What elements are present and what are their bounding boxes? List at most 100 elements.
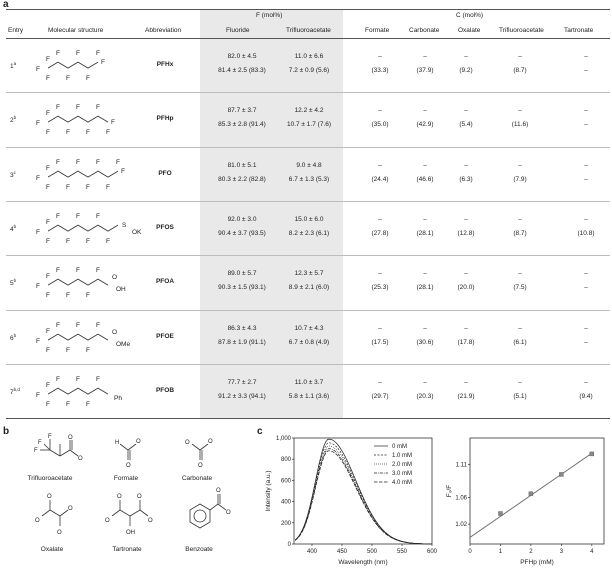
fluorine-atom: F bbox=[96, 104, 100, 111]
oxalate-o2-text: O bbox=[47, 494, 52, 500]
legend-label: 0 mM bbox=[392, 444, 407, 450]
fluorine-atom: F bbox=[46, 401, 50, 408]
fluorine-atom: F bbox=[106, 184, 110, 191]
abbreviation-cell: PFOB bbox=[155, 386, 175, 394]
row-divider bbox=[6, 92, 610, 94]
c-value-1: – bbox=[423, 53, 427, 61]
fluorine-atom: F bbox=[66, 184, 70, 191]
c-value-1: – bbox=[464, 270, 468, 278]
oxalate-o1-text: O bbox=[35, 518, 40, 524]
fluoride-value-2: 90.3 ± 1.5 (93.1) bbox=[218, 284, 266, 292]
c-value-1: – bbox=[378, 161, 382, 169]
tartronate-o1-text: O bbox=[105, 518, 110, 524]
carbon-chain bbox=[47, 115, 109, 123]
panel-label-b: b bbox=[3, 426, 10, 437]
data-point bbox=[498, 511, 503, 516]
fluoride-value-2: 87.8 ± 1.9 (91.1) bbox=[218, 338, 266, 346]
fluorine-atom: F bbox=[86, 129, 90, 136]
c-value-2: (42.9) bbox=[416, 121, 434, 129]
c-value-1: – bbox=[464, 216, 468, 224]
c-value-1: – bbox=[464, 107, 468, 115]
fluorine-atom: F bbox=[86, 347, 90, 354]
f-trifluoroacetate-value-2: 7.2 ± 0.9 (5.6) bbox=[288, 67, 330, 75]
c-value-1: – bbox=[518, 378, 522, 386]
formate-h-text: H bbox=[115, 440, 119, 446]
c-value-2: – bbox=[584, 175, 588, 183]
fluorine-atom: F bbox=[86, 75, 90, 82]
fluoride-column-shading bbox=[200, 9, 343, 418]
benzoate-structure bbox=[189, 494, 227, 529]
label-carbonate: Carbonate bbox=[181, 475, 213, 482]
fluoride-value-2: 81.4 ± 2.5 (83.3) bbox=[218, 67, 266, 75]
c-value-2: (27.8) bbox=[371, 230, 389, 238]
y-tick-label: 1.11 bbox=[456, 463, 468, 469]
fluorine-atom: F bbox=[46, 75, 50, 82]
c-value-1: – bbox=[584, 53, 588, 61]
c-value-1: – bbox=[464, 378, 468, 386]
fluorine-atom: F bbox=[36, 392, 40, 399]
benzoate-o2-text: O bbox=[226, 510, 231, 516]
formate-o-text: O bbox=[136, 439, 141, 445]
fluorine-atom: F bbox=[66, 292, 70, 299]
header-c-trifluoroacetate: Trifluoroacetate bbox=[499, 27, 544, 34]
c-value-2: (17.8) bbox=[457, 338, 475, 346]
f-trifluoroacetate-value-2: 8.2 ± 2.3 (6.1) bbox=[288, 230, 330, 238]
fluorine-atom: F bbox=[96, 213, 100, 220]
fluorine-atom: F bbox=[66, 347, 70, 354]
tartronate-structure bbox=[111, 500, 149, 526]
abbreviation-cell: PFOA bbox=[155, 278, 175, 286]
fluorine-atom: F bbox=[96, 50, 100, 57]
formate-structure bbox=[119, 443, 137, 460]
x-tick-label: 400 bbox=[307, 549, 318, 555]
phenyl-label: Ph bbox=[114, 395, 122, 402]
f-trifluoroacetate-value-1: 11.0 ± 3.7 bbox=[294, 378, 324, 386]
row-divider bbox=[6, 363, 610, 365]
spectrum-line bbox=[294, 445, 432, 545]
fluoride-value-2: 85.3 ± 2.8 (91.4) bbox=[218, 121, 266, 129]
terminal-fluorine: F bbox=[121, 168, 125, 175]
tfa-f1-text: F bbox=[34, 448, 38, 454]
x-tick-label: 3 bbox=[560, 549, 564, 555]
fluorine-atom: F bbox=[76, 213, 80, 220]
panel-label-a: a bbox=[3, 0, 9, 10]
f-trifluoroacetate-value-1: 12.3 ± 5.7 bbox=[294, 270, 324, 278]
spectrum-line bbox=[294, 450, 432, 545]
y-tick-label: 1,000 bbox=[276, 436, 292, 442]
header-formate: Formate bbox=[365, 27, 390, 34]
abbreviation-cell: PFOS bbox=[156, 224, 174, 232]
fluorine-atom: F bbox=[56, 104, 60, 111]
label-trifluoroacetate: Trifluoroacetate bbox=[27, 475, 73, 482]
row-divider bbox=[6, 146, 610, 148]
c-value-2: (46.6) bbox=[416, 175, 434, 183]
f-trifluoroacetate-value-1: 15.0 ± 6.0 bbox=[294, 216, 324, 224]
data-point bbox=[559, 472, 564, 477]
fluorine-atom: F bbox=[66, 129, 70, 136]
header-abbreviation: Abbreviation bbox=[145, 27, 182, 34]
carbon-chain bbox=[47, 387, 109, 395]
fluoride-value-1: 86.3 ± 4.3 bbox=[227, 324, 257, 332]
fluoride-value-2: 91.2 ± 3.3 (94.1) bbox=[218, 392, 266, 400]
sulfur-atom: S bbox=[122, 222, 127, 229]
tartronate-o3-text: O bbox=[137, 494, 142, 500]
carbon-chain bbox=[47, 170, 119, 178]
c-value-2: (29.7) bbox=[371, 392, 389, 400]
f-trifluoroacetate-value-2: 6.7 ± 1.3 (5.3) bbox=[288, 175, 330, 183]
f-trifluoroacetate-value-2: 5.8 ± 1.1 (3.6) bbox=[288, 392, 330, 400]
header-tartronate: Tartronate bbox=[564, 27, 594, 34]
tfa-f3-text: F bbox=[38, 440, 42, 446]
c-value-2: (37.9) bbox=[416, 67, 434, 75]
fluorine-atom: F bbox=[46, 219, 50, 226]
row-divider bbox=[6, 309, 610, 311]
fluoride-value-1: 89.0 ± 5.7 bbox=[227, 270, 257, 278]
carbonyl-oxygen: O bbox=[112, 329, 117, 336]
c-value-1: – bbox=[378, 107, 382, 115]
c-value-2: (30.6) bbox=[416, 338, 434, 346]
stern-volmer-chart: 0 1 2 3 4 1.02 1.06 1.11 PFHp (mM) F₀/F bbox=[446, 437, 605, 566]
spectrum-line bbox=[294, 448, 432, 545]
c-value-1: – bbox=[518, 161, 522, 169]
fluorine-atom: F bbox=[56, 376, 60, 383]
y-tick-label: 400 bbox=[281, 500, 292, 506]
fluorine-atom: F bbox=[56, 322, 60, 329]
fluorine-atom: F bbox=[36, 120, 40, 127]
